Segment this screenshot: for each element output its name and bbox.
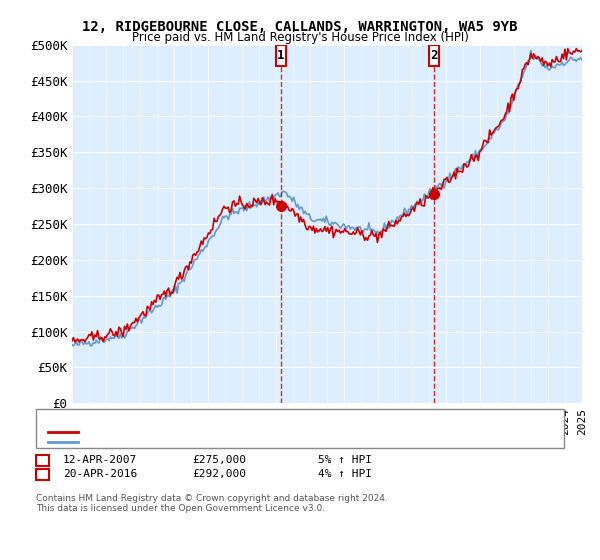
Text: 12-APR-2007: 12-APR-2007 — [63, 455, 137, 465]
Text: 1: 1 — [39, 455, 46, 465]
Text: 12, RIDGEBOURNE CLOSE, CALLANDS, WARRINGTON, WA5 9YB: 12, RIDGEBOURNE CLOSE, CALLANDS, WARRING… — [82, 20, 518, 34]
Text: 12, RIDGEBOURNE CLOSE, CALLANDS, WARRINGTON, WA5 9YB (detached house): 12, RIDGEBOURNE CLOSE, CALLANDS, WARRING… — [81, 427, 512, 437]
Text: 2: 2 — [430, 49, 438, 62]
Text: HPI: Average price, detached house, Warrington: HPI: Average price, detached house, Warr… — [81, 437, 368, 447]
Text: 20-APR-2016: 20-APR-2016 — [63, 469, 137, 479]
FancyBboxPatch shape — [275, 45, 286, 66]
Text: 4% ↑ HPI: 4% ↑ HPI — [318, 469, 372, 479]
Text: £275,000: £275,000 — [192, 455, 246, 465]
Text: £292,000: £292,000 — [192, 469, 246, 479]
Text: 2: 2 — [39, 469, 46, 479]
Text: 5% ↑ HPI: 5% ↑ HPI — [318, 455, 372, 465]
Text: Price paid vs. HM Land Registry's House Price Index (HPI): Price paid vs. HM Land Registry's House … — [131, 31, 469, 44]
FancyBboxPatch shape — [429, 45, 439, 66]
Text: 1: 1 — [277, 49, 284, 62]
Text: Contains HM Land Registry data © Crown copyright and database right 2024.
This d: Contains HM Land Registry data © Crown c… — [36, 494, 388, 514]
